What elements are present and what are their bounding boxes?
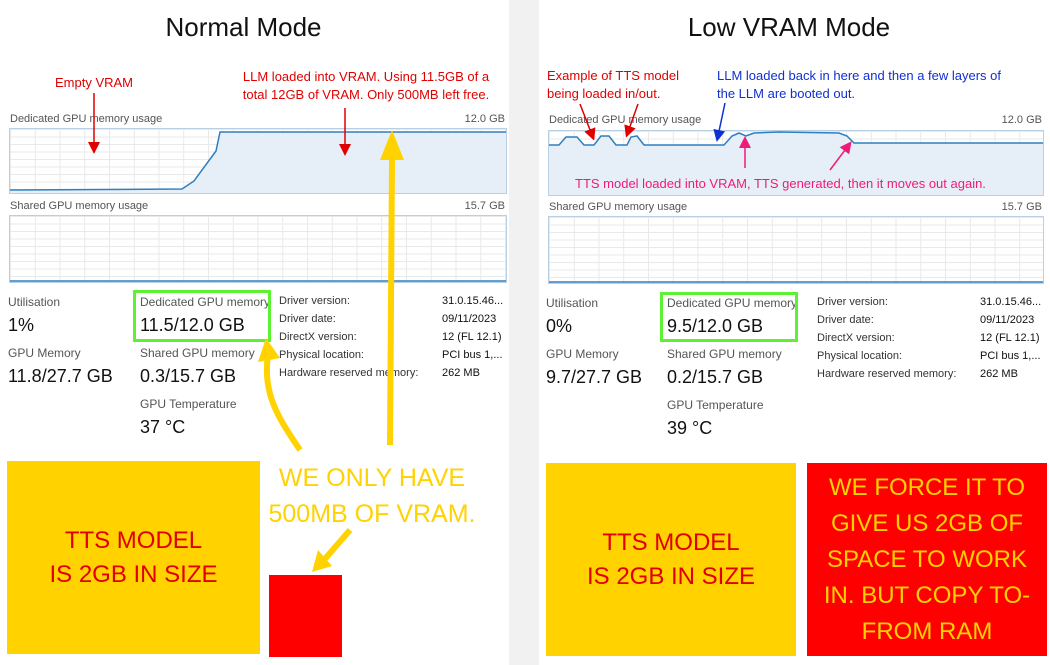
force-box-line3: SPACE TO WORK — [826, 545, 1028, 573]
panel-divider — [509, 0, 539, 665]
tts-example-note-line2: being loaded in/out. — [547, 86, 661, 101]
vram-callout-line1: WE ONLY HAVE — [278, 464, 466, 492]
shared-memory-chart — [9, 215, 507, 283]
shared-chart-label: Shared GPU memory usage — [549, 201, 688, 213]
shared-memory-label: Shared GPU memory — [667, 347, 782, 361]
shared-memory-chart — [548, 216, 1044, 284]
tts-box-line1: TTS MODEL — [64, 526, 203, 554]
dedicated-memory-value: 9.5/12.0 GB — [667, 316, 764, 336]
shared-memory-label: Shared GPU memory — [140, 346, 255, 360]
utilisation-value: 0% — [546, 316, 573, 336]
hardware-reserved-value: 262 MB — [980, 368, 1018, 380]
dedicated-memory-graph — [549, 131, 1043, 195]
usage-area — [10, 132, 506, 193]
force-box-line5: FROM RAM — [861, 617, 993, 645]
gpu-memory-label: GPU Memory — [546, 347, 619, 361]
physical-location-value: PCI bus 1,... — [980, 350, 1041, 362]
dedicated-chart-label: Dedicated GPU memory usage — [549, 114, 702, 126]
gpu-memory-value: 11.8/27.7 GB — [8, 366, 113, 386]
physical-location-label: Physical location: — [817, 350, 902, 362]
driver-version-value: 31.0.15.46... — [980, 296, 1042, 308]
empty-vram-note: Empty VRAM — [55, 75, 134, 90]
driver-date-value: 09/11/2023 — [442, 313, 497, 325]
directx-version-value: 12 (FL 12.1) — [442, 331, 502, 343]
gpu-memory-value: 9.7/27.7 GB — [546, 367, 643, 387]
driver-date-label: Driver date: — [279, 313, 336, 325]
directx-version-value: 12 (FL 12.1) — [980, 332, 1040, 344]
force-vram-box: WE FORCE IT TO GIVE US 2GB OF SPACE TO W… — [807, 463, 1047, 656]
gpu-memory-label: GPU Memory — [8, 346, 81, 360]
llm-reload-note-line2: the LLM are booted out. — [717, 86, 856, 101]
dedicated-memory-label: Dedicated GPU memory — [140, 295, 271, 309]
dedicated-chart-max: 12.0 GB — [464, 113, 505, 125]
tts-example-note: Example of TTS model being loaded in/out… — [547, 67, 679, 103]
normal-mode-panel: Normal Mode Dedicated GPU memory usage 1… — [0, 0, 509, 665]
shared-memory-graph — [10, 280, 506, 282]
tts-loaded-note: TTS model loaded into VRAM, TTS generate… — [575, 176, 986, 191]
force-box-line2: GIVE US 2GB OF — [830, 509, 1024, 537]
llm-reload-note-line1: LLM loaded back in here and then a few l… — [717, 68, 1002, 83]
llm-loaded-note: LLM loaded into VRAM. Using 11.5GB of a … — [226, 68, 506, 104]
shared-chart-max: 15.7 GB — [1001, 201, 1042, 213]
gpu-temperature-value: 39 °C — [667, 418, 713, 438]
gpu-temperature-label: GPU Temperature — [667, 398, 764, 412]
free-vram-block — [269, 575, 342, 657]
dedicated-memory-label: Dedicated GPU memory — [667, 296, 798, 310]
gpu-temperature-value: 37 °C — [140, 417, 186, 437]
dedicated-chart-label: Dedicated GPU memory usage — [10, 113, 163, 125]
low-vram-mode-panel: Low VRAM Mode Dedicated GPU memory usage… — [539, 0, 1050, 665]
llm-reload-note: LLM loaded back in here and then a few l… — [717, 67, 1001, 103]
driver-date-value: 09/11/2023 — [980, 314, 1035, 326]
hardware-reserved-label: Hardware reserved memory: — [279, 367, 419, 379]
driver-version-label: Driver version: — [279, 295, 350, 307]
tts-model-size-box: TTS MODEL IS 2GB IN SIZE — [546, 463, 796, 656]
dedicated-memory-chart — [548, 130, 1044, 196]
vram-callout-line2: 500MB OF VRAM. — [268, 500, 476, 528]
usage-area — [549, 132, 1043, 195]
dedicated-chart-max: 12.0 GB — [1001, 114, 1042, 126]
force-box-line4: IN. BUT COPY TO- — [823, 581, 1031, 609]
usage-line — [549, 131, 1043, 146]
dedicated-memory-value: 11.5/12.0 GB — [140, 315, 245, 335]
shared-chart-max: 15.7 GB — [464, 200, 505, 212]
shared-memory-value: 0.2/15.7 GB — [667, 367, 764, 387]
gpu-temperature-label: GPU Temperature — [140, 397, 237, 411]
directx-version-label: DirectX version: — [279, 331, 357, 343]
tts-example-note-line1: Example of TTS model — [547, 68, 679, 83]
tts-model-size-box: TTS MODEL IS 2GB IN SIZE — [7, 461, 260, 654]
driver-version-label: Driver version: — [817, 296, 888, 308]
physical-location-label: Physical location: — [279, 349, 364, 361]
hardware-reserved-label: Hardware reserved memory: — [817, 368, 957, 380]
utilisation-label: Utilisation — [546, 296, 599, 310]
utilisation-label: Utilisation — [8, 295, 61, 309]
tts-box-line2: IS 2GB IN SIZE — [49, 560, 218, 588]
driver-date-label: Driver date: — [817, 314, 874, 326]
panel-title: Normal Mode — [165, 12, 322, 42]
usage-line — [10, 131, 506, 191]
tts-box-line2: IS 2GB IN SIZE — [586, 562, 756, 590]
driver-version-value: 31.0.15.46... — [442, 295, 504, 307]
llm-loaded-note-line2: total 12GB of VRAM. Only 500MB left free… — [242, 87, 490, 102]
directx-version-label: DirectX version: — [817, 332, 895, 344]
shared-chart-label: Shared GPU memory usage — [10, 200, 149, 212]
panel-title: Low VRAM Mode — [687, 12, 891, 42]
dedicated-memory-graph — [10, 131, 506, 193]
shared-memory-value: 0.3/15.7 GB — [140, 366, 237, 386]
tts-box-line1: TTS MODEL — [602, 528, 740, 556]
physical-location-value: PCI bus 1,... — [442, 349, 503, 361]
dedicated-memory-highlight — [133, 290, 271, 342]
force-box-line1: WE FORCE IT TO — [828, 473, 1026, 501]
dedicated-memory-highlight — [660, 292, 798, 342]
vram-callout: WE ONLY HAVE 500MB OF VRAM. — [262, 460, 482, 532]
hardware-reserved-value: 262 MB — [442, 367, 480, 379]
llm-loaded-note-line1: LLM loaded into VRAM. Using 11.5GB of a — [242, 69, 490, 84]
dedicated-memory-chart — [9, 128, 507, 194]
utilisation-value: 1% — [8, 315, 35, 335]
shared-memory-graph — [549, 281, 1043, 283]
